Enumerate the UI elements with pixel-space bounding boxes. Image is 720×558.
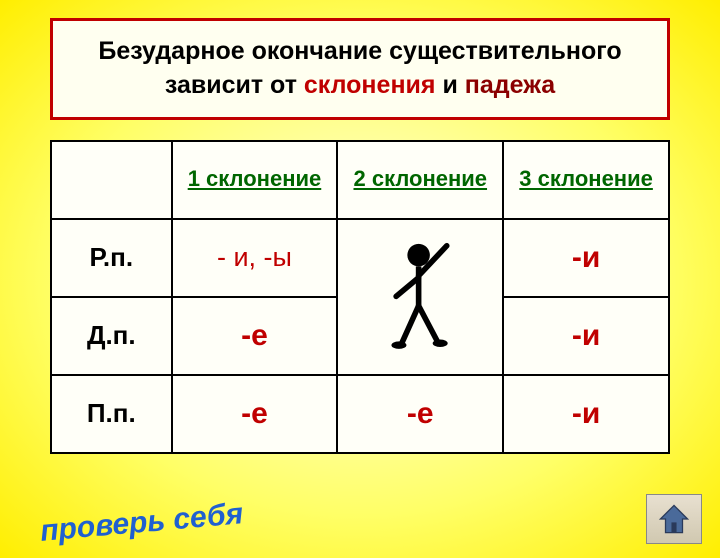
title-line1: Безударное окончание существительного — [98, 37, 621, 65]
row-header-prepositional: П.п. — [51, 375, 172, 453]
check-yourself-label: проверь себя — [39, 497, 245, 549]
title-line2-red: склонения — [304, 71, 436, 99]
cell-r2c1: -е — [337, 375, 503, 453]
title-line2-darkred: падежа — [465, 71, 555, 99]
col-header-3: 3 склонение — [503, 141, 669, 219]
title-box: Безударное окончание существительного за… — [50, 18, 670, 120]
row-header-genitive: Р.п. — [51, 219, 172, 297]
pointing-figure-icon — [383, 237, 458, 352]
cell-r2c0: -е — [172, 375, 338, 453]
row-header-dative: Д.п. — [51, 297, 172, 375]
declension-table: 1 склонение 2 склонение 3 склонение Р.п.… — [50, 140, 670, 454]
home-button[interactable] — [646, 494, 702, 544]
cell-r1c2: -и — [503, 297, 669, 375]
cell-r2c2: -и — [503, 375, 669, 453]
col-header-2: 2 склонение — [337, 141, 503, 219]
title-line2-a: зависит от — [165, 71, 304, 99]
cell-r0c2: -и — [503, 219, 669, 297]
cell-r0c0: - и, -ы — [172, 219, 338, 297]
cell-r1c0: -е — [172, 297, 338, 375]
table-corner — [51, 141, 172, 219]
home-icon — [657, 502, 691, 536]
col-header-1: 1 склонение — [172, 141, 338, 219]
title-line2-mid: и — [436, 71, 465, 99]
figure-cell — [337, 219, 503, 375]
